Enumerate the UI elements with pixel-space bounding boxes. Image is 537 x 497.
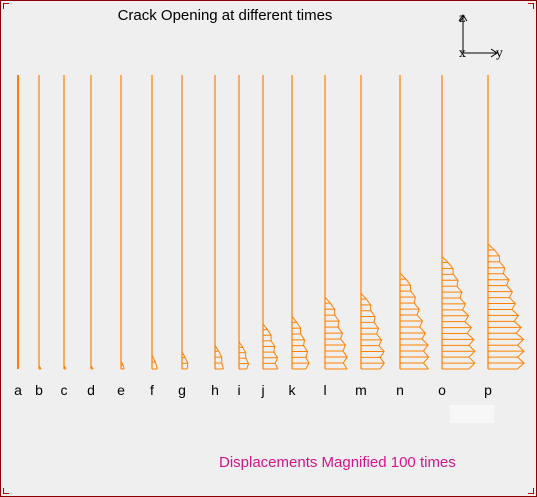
magnification-note: Displacements Magnified 100 times (219, 454, 456, 471)
opening-outline (238, 341, 250, 370)
crack-profile-k (291, 75, 310, 370)
crack-profile-d (90, 75, 94, 370)
corner-mark (3, 488, 9, 494)
panel-label-b: b (35, 382, 43, 398)
axis-label-x: x (459, 46, 466, 60)
crack-profile-l (324, 75, 348, 370)
crack-profile-i (238, 75, 250, 370)
panel-label-d: d (87, 382, 95, 398)
corner-mark (528, 3, 534, 9)
crack-profile-p (487, 75, 525, 370)
crack-profile-g (181, 75, 189, 370)
panel-label-a: a (14, 382, 22, 398)
crack-profiles (17, 75, 525, 370)
panel-label-c: c (60, 382, 68, 398)
panel-label-l: l (323, 382, 327, 398)
panel-label-o: o (438, 382, 446, 398)
crack-profile-m (360, 75, 385, 370)
panel-label-i: i (237, 382, 241, 398)
panel-label-p: p (484, 382, 492, 398)
panel-label-k: k (288, 382, 296, 398)
crack-profile-o (441, 75, 476, 370)
opening-outline (360, 292, 385, 370)
blank-box (450, 405, 494, 423)
opening-outline (441, 256, 476, 370)
figure-title: Crack Opening at different times (117, 7, 333, 24)
panel-label-f: f (150, 382, 154, 398)
panel-label-n: n (396, 382, 404, 398)
crack-profile-n (399, 75, 430, 370)
opening-outline (291, 316, 310, 370)
crack-profile-e (120, 75, 125, 370)
axis-label-z: z (459, 11, 466, 25)
axis-label-y: y (496, 46, 503, 60)
crack-profile-h (214, 75, 224, 370)
panel-label-j: j (261, 382, 265, 398)
crack-profile-j (262, 75, 279, 370)
opening-outline (181, 351, 189, 370)
corner-mark (528, 488, 534, 494)
opening-outline (487, 243, 525, 370)
panel-label-h: h (211, 382, 219, 398)
axes-triad-icon (458, 14, 498, 58)
corner-mark (3, 3, 9, 9)
crack-profile-c (63, 75, 67, 370)
crack-profile-f (151, 75, 158, 370)
panel-label-m: m (355, 382, 367, 398)
panel-label-e: e (117, 382, 125, 398)
crack-profile-b (38, 75, 42, 370)
panel-label-g: g (178, 382, 186, 398)
